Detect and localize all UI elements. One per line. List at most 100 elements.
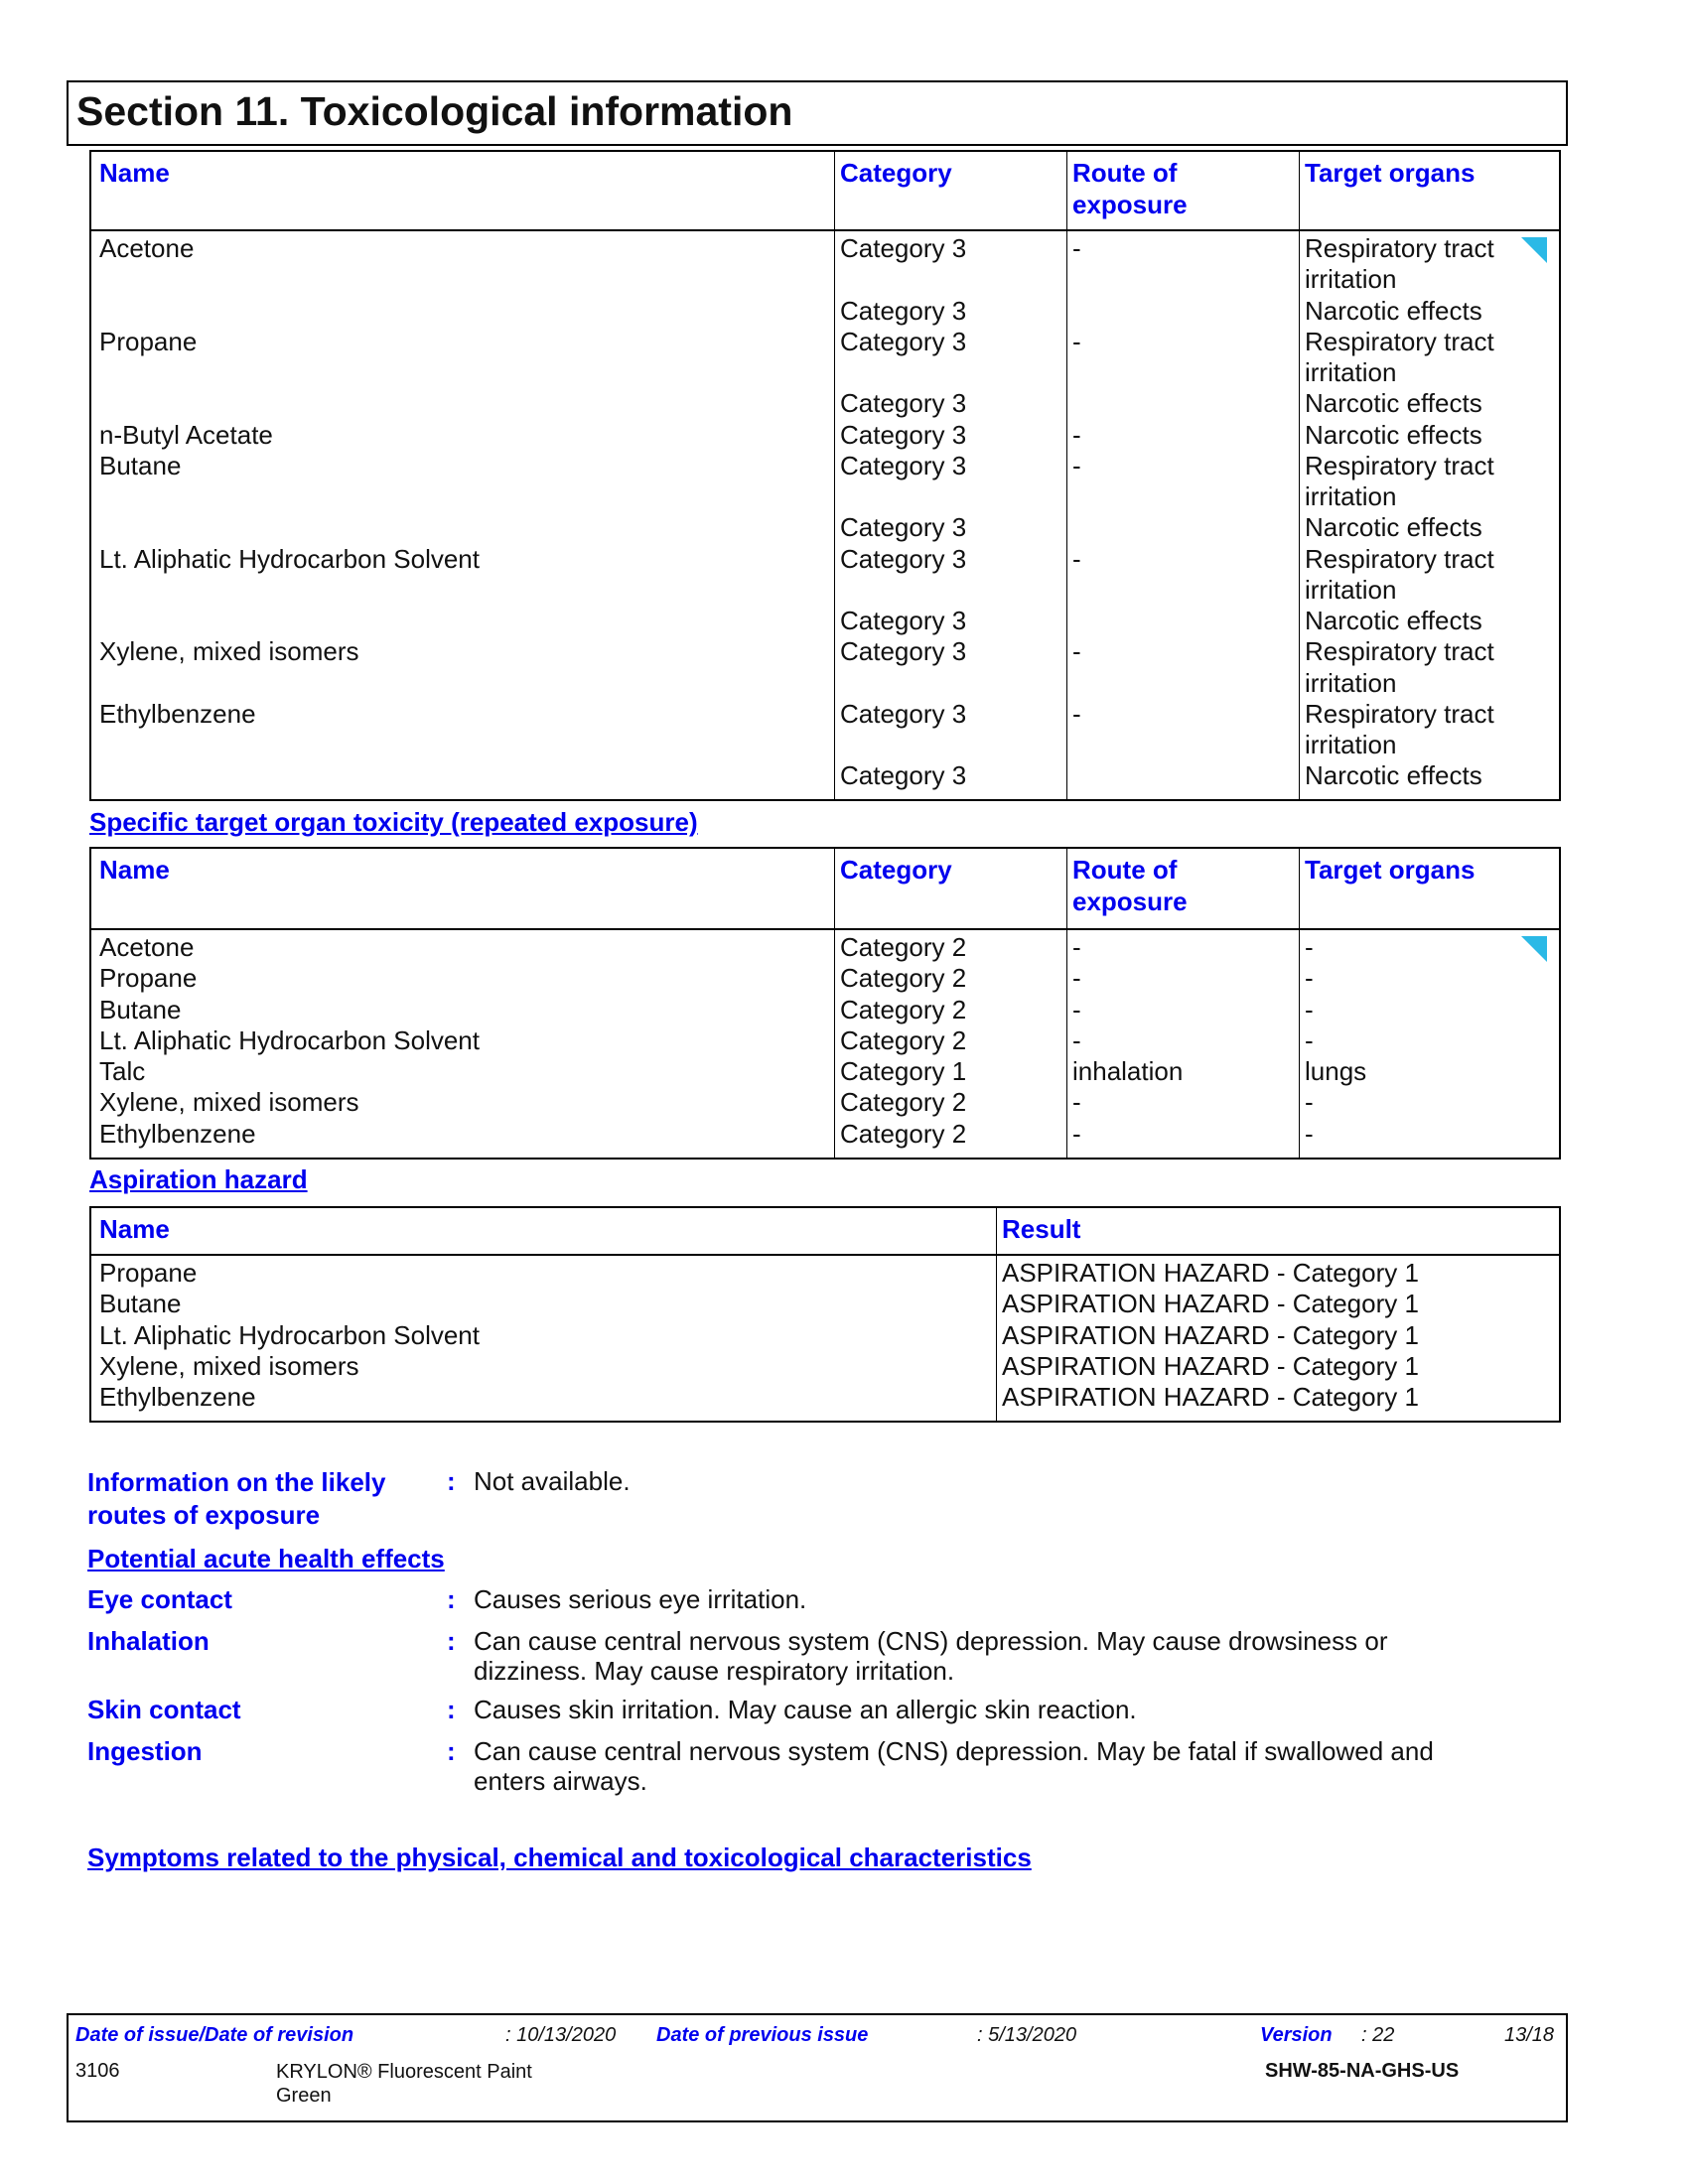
acute-effect-text: enters airways.	[474, 1766, 647, 1796]
substance-name: Lt. Aliphatic Hydrocarbon Solvent	[99, 1024, 480, 1055]
substance-name: Xylene, mixed isomers	[99, 1350, 359, 1381]
target-organ-value: Respiratory tract	[1305, 543, 1494, 574]
category-value: Category 3	[840, 295, 967, 326]
product-name-line: Green	[276, 2085, 332, 2107]
category-value: Category 2	[840, 1024, 967, 1055]
route-value: -	[1072, 963, 1081, 994]
category-value: Category 3	[840, 233, 967, 263]
route-value: -	[1072, 419, 1081, 450]
substance-name: Butane	[99, 450, 182, 480]
product-code: 3106	[75, 2060, 120, 2082]
target-organ-value: -	[1305, 932, 1314, 962]
route-value: -	[1072, 1118, 1081, 1149]
route-value: -	[1072, 932, 1081, 962]
target-organ-value: -	[1305, 963, 1314, 994]
product-name-line: KRYLON® Fluorescent Paint	[276, 2061, 532, 2083]
colon: :	[447, 1584, 456, 1614]
substance-name: Propane	[99, 963, 198, 994]
header-route: exposure	[1072, 190, 1188, 219]
substance-name: Ethylbenzene	[99, 1382, 256, 1412]
acute-effect-text: Can cause central nervous system (CNS) d…	[474, 1736, 1434, 1766]
substance-name: Acetone	[99, 233, 195, 263]
aspiration-result: ASPIRATION HAZARD - Category 1	[1002, 1382, 1419, 1412]
aspiration-result: ASPIRATION HAZARD - Category 1	[1002, 1319, 1419, 1350]
issue-date-label: Date of issue/Date of revision	[75, 2024, 354, 2046]
category-value: Category 2	[840, 1087, 967, 1118]
target-organ-value: Narcotic effects	[1305, 512, 1482, 543]
routes-label-line: Information on the likely	[87, 1467, 386, 1497]
target-organ-value: irritation	[1305, 667, 1397, 698]
header-category: Category	[840, 158, 952, 188]
column-divider	[1299, 849, 1300, 1158]
header-target: Target organs	[1305, 855, 1476, 885]
aspiration-result: ASPIRATION HAZARD - Category 1	[1002, 1289, 1419, 1319]
route-value: -	[1072, 636, 1081, 667]
substance-name: Ethylbenzene	[99, 1118, 256, 1149]
colon: :	[447, 1466, 456, 1496]
target-organ-value: Narcotic effects	[1305, 419, 1482, 450]
category-value: Category 3	[840, 512, 967, 543]
category-value: Category 3	[840, 636, 967, 667]
header-divider	[91, 928, 1559, 930]
target-organ-value: -	[1305, 994, 1314, 1024]
header-route: Route of	[1072, 158, 1178, 188]
header-result: Result	[1002, 1214, 1081, 1244]
category-value: Category 3	[840, 450, 967, 480]
substance-name: Talc	[99, 1056, 146, 1086]
previous-issue-label: Date of previous issue	[656, 2024, 869, 2046]
target-organ-value: -	[1305, 1118, 1314, 1149]
column-divider	[1299, 152, 1300, 799]
aspiration-result: ASPIRATION HAZARD - Category 1	[1002, 1350, 1419, 1381]
target-organ-value: irritation	[1305, 730, 1397, 759]
issue-date-value: : 10/13/2020	[505, 2024, 617, 2046]
corner-marker-icon	[1521, 237, 1547, 263]
column-divider	[1066, 152, 1067, 799]
acute-effect-text: Can cause central nervous system (CNS) d…	[474, 1626, 1388, 1656]
acute-effect-text: Causes serious eye irritation.	[474, 1584, 807, 1614]
category-value: Category 3	[840, 760, 967, 791]
target-organ-value: Respiratory tract	[1305, 233, 1494, 263]
aspiration-table: Name Result Propane ASPIRATION HAZARD - Cat…	[89, 1206, 1561, 1423]
colon: :	[447, 1695, 456, 1724]
footer: Date of issue/Date of revision : 10/13/2…	[67, 2013, 1568, 2122]
header-name: Name	[99, 158, 170, 188]
category-value: Category 3	[840, 698, 967, 729]
document-id: SHW-85-NA-GHS-US	[1265, 2060, 1460, 2082]
target-organ-value: Narcotic effects	[1305, 760, 1482, 791]
substance-name: Propane	[99, 326, 198, 356]
acute-effect-label: Ingestion	[87, 1736, 203, 1766]
acute-effects-link[interactable]: Potential acute health effects	[87, 1544, 445, 1573]
target-organ-value: Respiratory tract	[1305, 636, 1494, 667]
aspiration-hazard-link[interactable]: Aspiration hazard	[89, 1164, 308, 1194]
acute-effect-text: Causes skin irritation. May cause an all…	[474, 1695, 1137, 1724]
target-organ-value: irritation	[1305, 264, 1397, 295]
route-value: -	[1072, 698, 1081, 729]
routes-label: Information on the likely routes of expos…	[87, 1466, 385, 1532]
aspiration-result: ASPIRATION HAZARD - Category 1	[1002, 1258, 1419, 1288]
target-organ-value: lungs	[1305, 1056, 1367, 1086]
symptoms-link[interactable]: Symptoms related to the physical, chemic…	[87, 1843, 1032, 1872]
target-organ-value: Narcotic effects	[1305, 388, 1482, 419]
header-divider	[91, 229, 1559, 231]
corner-marker-icon	[1521, 936, 1547, 962]
header-route: exposure	[1072, 887, 1188, 916]
category-value: Category 2	[840, 1118, 967, 1149]
route-value: -	[1072, 543, 1081, 574]
header-route: Route of	[1072, 855, 1178, 885]
route-value: -	[1072, 450, 1081, 480]
target-organ-value: -	[1305, 1087, 1314, 1118]
version-value: : 22	[1361, 2024, 1395, 2046]
category-value: Category 3	[840, 419, 967, 450]
acute-effect-text: dizziness. May cause respiratory irritat…	[474, 1656, 955, 1686]
product-name: KRYLON® Fluorescent Paint Green	[276, 2060, 532, 2108]
repeated-exposure-link[interactable]: Specific target organ toxicity (repeated…	[89, 807, 698, 837]
substance-name: Acetone	[99, 932, 195, 962]
category-value: Category 3	[840, 326, 967, 356]
route-value: -	[1072, 994, 1081, 1024]
header-target: Target organs	[1305, 158, 1476, 188]
single-exposure-table: Name Category Route of exposure Target organ…	[89, 150, 1561, 801]
acute-effect-label: Eye contact	[87, 1584, 232, 1614]
category-value: Category 3	[840, 606, 967, 635]
target-organ-value: irritation	[1305, 481, 1397, 511]
